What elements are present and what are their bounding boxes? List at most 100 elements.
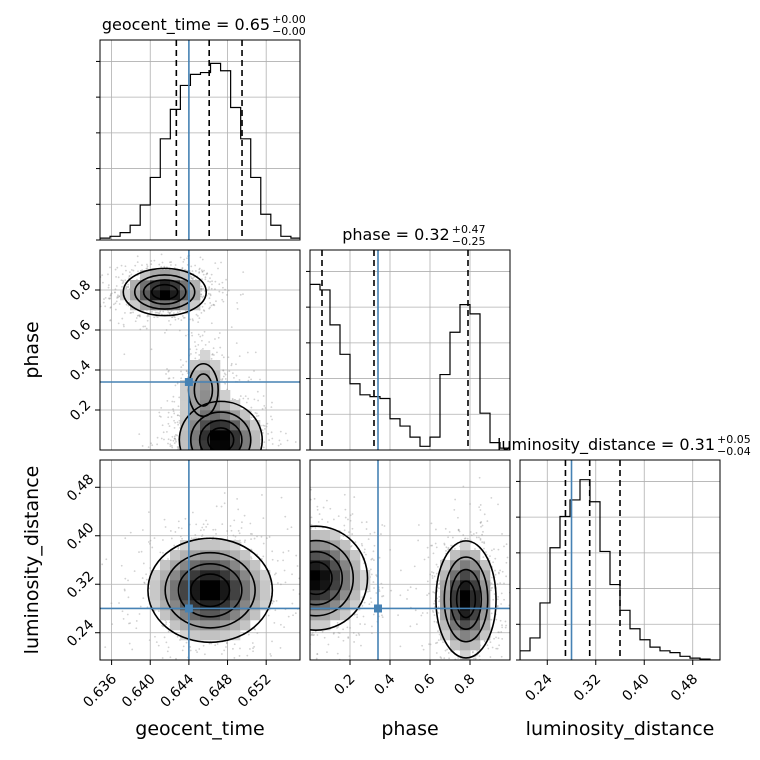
sample-point xyxy=(128,275,131,278)
sample-point xyxy=(257,467,259,469)
sample-point xyxy=(261,629,263,631)
sample-point xyxy=(310,634,313,636)
title-lower-err: −0.00 xyxy=(272,25,306,38)
sample-point xyxy=(211,353,214,355)
sample-point xyxy=(168,312,171,315)
sample-point xyxy=(272,512,274,514)
sample-point xyxy=(436,641,439,644)
sample-point xyxy=(178,472,180,474)
sample-point xyxy=(365,528,368,530)
sample-point xyxy=(238,532,241,535)
sample-point xyxy=(178,419,181,422)
sample-point xyxy=(363,623,366,626)
sample-point xyxy=(154,635,156,638)
sample-point xyxy=(435,563,438,566)
sample-point xyxy=(273,514,275,516)
sample-point xyxy=(178,329,181,332)
sample-point xyxy=(124,577,127,580)
panel-frame xyxy=(99,249,301,451)
sample-point xyxy=(196,472,198,474)
panel-geocent_time-vs-luminosity_distance: 0.240.320.400.48 xyxy=(64,459,301,661)
sample-point xyxy=(214,492,216,494)
sample-point xyxy=(205,465,207,467)
sample-point xyxy=(245,451,247,453)
sample-point xyxy=(242,271,245,274)
sample-point xyxy=(212,347,215,350)
sample-point xyxy=(447,536,449,539)
density-cell xyxy=(230,540,241,551)
sample-point xyxy=(200,285,203,288)
sample-point xyxy=(450,544,452,547)
sample-point xyxy=(233,467,235,469)
sample-point xyxy=(361,544,364,547)
sample-point xyxy=(206,451,208,453)
sample-point xyxy=(268,469,270,471)
sample-point xyxy=(191,270,194,272)
sample-point xyxy=(275,578,277,580)
sample-point xyxy=(202,309,205,312)
sample-point xyxy=(158,263,161,266)
contour-line xyxy=(164,551,256,629)
sample-point xyxy=(174,531,177,533)
sample-point xyxy=(132,269,135,272)
sample-point xyxy=(351,533,354,535)
sample-point xyxy=(173,544,176,547)
sample-point xyxy=(211,477,213,479)
sample-point xyxy=(165,430,168,433)
sample-point xyxy=(342,628,344,631)
sample-point xyxy=(304,534,306,536)
sample-point xyxy=(363,551,366,554)
sample-point xyxy=(204,451,206,453)
sample-point xyxy=(511,581,513,583)
sample-point xyxy=(113,291,116,294)
sample-point xyxy=(347,531,350,534)
density-cell xyxy=(180,560,191,571)
sample-point xyxy=(168,425,171,428)
sample-point xyxy=(495,618,498,621)
sample-point xyxy=(289,588,291,590)
sample-point xyxy=(286,528,289,531)
sample-point xyxy=(306,551,308,553)
sample-point xyxy=(218,283,221,286)
sample-point xyxy=(215,505,218,508)
sample-point xyxy=(118,602,120,604)
sample-point xyxy=(431,544,434,547)
sample-point xyxy=(307,597,309,599)
sample-point xyxy=(190,275,192,278)
sample-point xyxy=(457,529,460,531)
sample-point xyxy=(483,541,485,544)
sample-point xyxy=(218,458,220,460)
sample-point xyxy=(301,599,303,601)
density-cell xyxy=(210,580,221,591)
sample-point xyxy=(181,537,183,540)
sample-point xyxy=(233,482,235,484)
sample-point xyxy=(521,578,523,580)
sample-point xyxy=(295,550,297,552)
sample-point xyxy=(243,463,245,465)
sample-point xyxy=(138,314,141,317)
sample-point xyxy=(208,286,211,289)
hist-step-geocent_time xyxy=(100,62,300,240)
sample-point xyxy=(378,556,381,559)
sample-point xyxy=(183,316,186,319)
sample-point xyxy=(443,543,446,546)
sample-point xyxy=(203,330,206,333)
sample-point xyxy=(233,643,236,646)
sample-point xyxy=(103,298,105,300)
sample-point xyxy=(332,518,335,521)
sample-point xyxy=(310,527,312,530)
contour-line xyxy=(147,537,274,644)
sample-point xyxy=(158,312,161,315)
sample-point xyxy=(180,527,183,530)
sample-point xyxy=(212,528,215,531)
sample-point xyxy=(307,557,309,559)
density-cell xyxy=(260,580,271,591)
sample-point xyxy=(242,293,244,295)
sample-point xyxy=(344,508,347,511)
sample-point xyxy=(172,458,174,460)
sample-point xyxy=(254,465,256,467)
sample-point xyxy=(198,484,200,486)
sample-point xyxy=(191,479,193,481)
sample-point xyxy=(192,471,194,473)
sample-point xyxy=(304,539,306,541)
